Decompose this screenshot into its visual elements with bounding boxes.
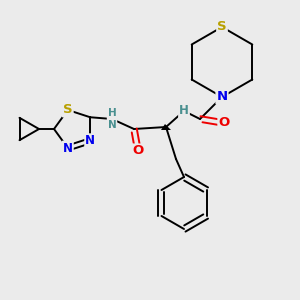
Text: H
N: H N — [108, 108, 116, 130]
Text: S: S — [217, 20, 227, 34]
Text: N: N — [63, 142, 73, 154]
Text: O: O — [132, 145, 144, 158]
Polygon shape — [161, 124, 171, 130]
Text: N: N — [85, 134, 95, 147]
Text: N: N — [216, 91, 228, 103]
Text: S: S — [63, 103, 73, 116]
Text: H: H — [179, 104, 189, 118]
Text: O: O — [218, 116, 230, 130]
